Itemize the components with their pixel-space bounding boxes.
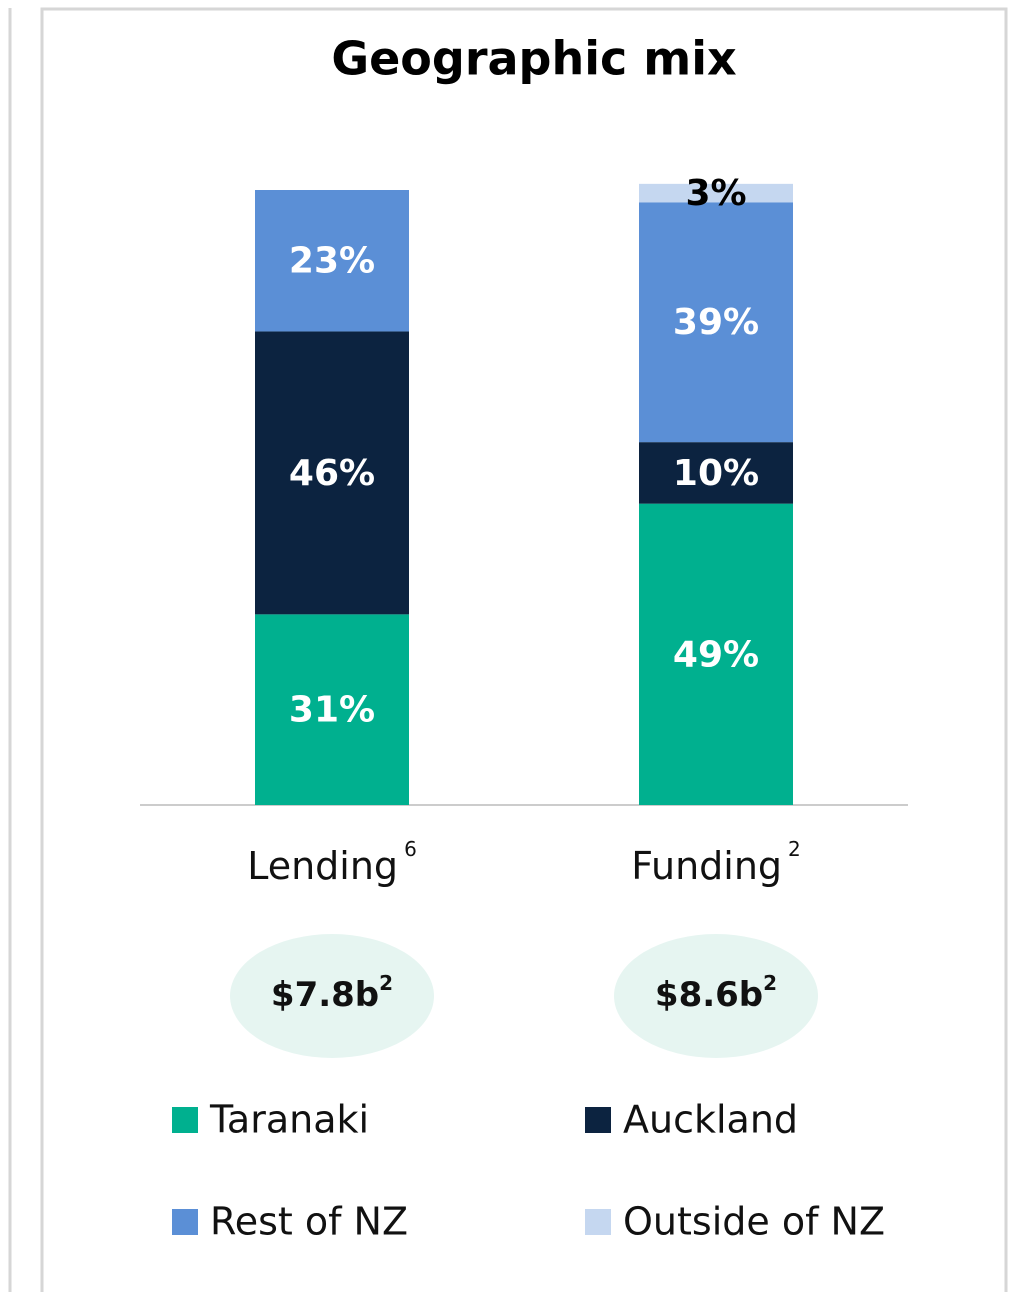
bar-segment (639, 442, 793, 504)
data-label: 39% (673, 302, 759, 343)
x-tick-label: Lending 6 (247, 837, 417, 888)
legend-label: Auckland (623, 1098, 798, 1142)
bar-segment (255, 190, 409, 332)
bar-segment (255, 614, 409, 805)
total-note: 2 (379, 971, 393, 995)
category-name: Lending (247, 844, 398, 888)
bar-segment (255, 331, 409, 615)
legend-swatch (172, 1107, 198, 1133)
bar-segment (639, 202, 793, 443)
total-label: $7.8b2 (271, 971, 393, 1015)
x-tick-label: Funding 2 (631, 837, 801, 888)
bar-segment (639, 183, 793, 203)
total-value: $8.6b (655, 975, 763, 1015)
legend-swatch (585, 1209, 611, 1235)
data-label: 49% (673, 634, 759, 675)
bar-segment (639, 503, 793, 805)
chart-title: Geographic mix (331, 32, 736, 86)
legend-swatch (585, 1107, 611, 1133)
category-note: 6 (404, 837, 417, 861)
data-label: 46% (289, 453, 375, 494)
data-label: 23% (289, 241, 375, 282)
legend-label: Taranaki (209, 1098, 369, 1142)
panel (40, 7, 1008, 1292)
legend-label: Outside of NZ (623, 1200, 885, 1244)
legend-swatch (172, 1209, 198, 1235)
total-value: $7.8b (271, 975, 379, 1015)
category-note: 2 (788, 837, 801, 861)
category-name: Funding (631, 844, 782, 888)
total-label: $8.6b2 (655, 971, 777, 1015)
data-label: 3% (685, 173, 746, 214)
data-label: 10% (673, 453, 759, 494)
total-badge (230, 934, 434, 1058)
total-badge (614, 934, 818, 1058)
legend-label: Rest of NZ (210, 1200, 408, 1244)
total-note: 2 (763, 971, 777, 995)
data-label: 31% (289, 690, 375, 731)
